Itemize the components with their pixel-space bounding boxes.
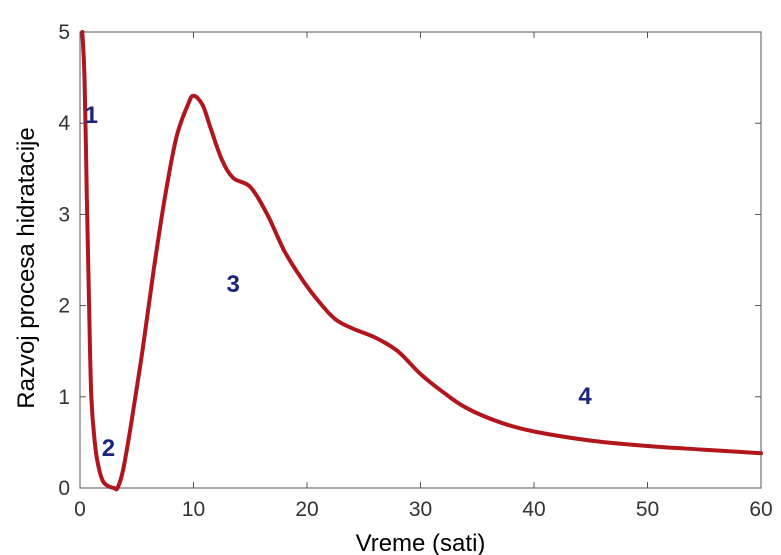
x-tick-label: 20 [295, 498, 318, 521]
phase-label-1: 1 [85, 102, 98, 129]
y-axis-title: Razvoj procesa hidratacije [13, 127, 40, 408]
phase-label-4: 4 [578, 383, 592, 410]
phase-label-2: 2 [102, 435, 115, 462]
x-axis: 0 10 20 30 40 50 60 [74, 32, 773, 521]
phase-label-3: 3 [227, 271, 240, 298]
y-tick-label: 2 [58, 295, 70, 318]
x-tick-label: 40 [522, 498, 545, 521]
x-tick-label: 0 [74, 498, 86, 521]
y-tick-label: 3 [58, 203, 70, 226]
x-axis-title: Vreme (sati) [356, 530, 486, 555]
x-tick-label: 30 [409, 498, 432, 521]
y-tick-label: 0 [58, 477, 70, 500]
phase-labels: 1 2 3 4 [85, 102, 593, 462]
x-tick-label: 50 [636, 498, 659, 521]
x-tick-label: 10 [182, 498, 205, 521]
y-tick-label: 1 [58, 386, 70, 409]
y-tick-label: 5 [58, 21, 70, 44]
y-tick-label: 4 [58, 112, 70, 135]
hydration-curve [80, 30, 763, 492]
x-tick-label: 60 [749, 498, 772, 521]
